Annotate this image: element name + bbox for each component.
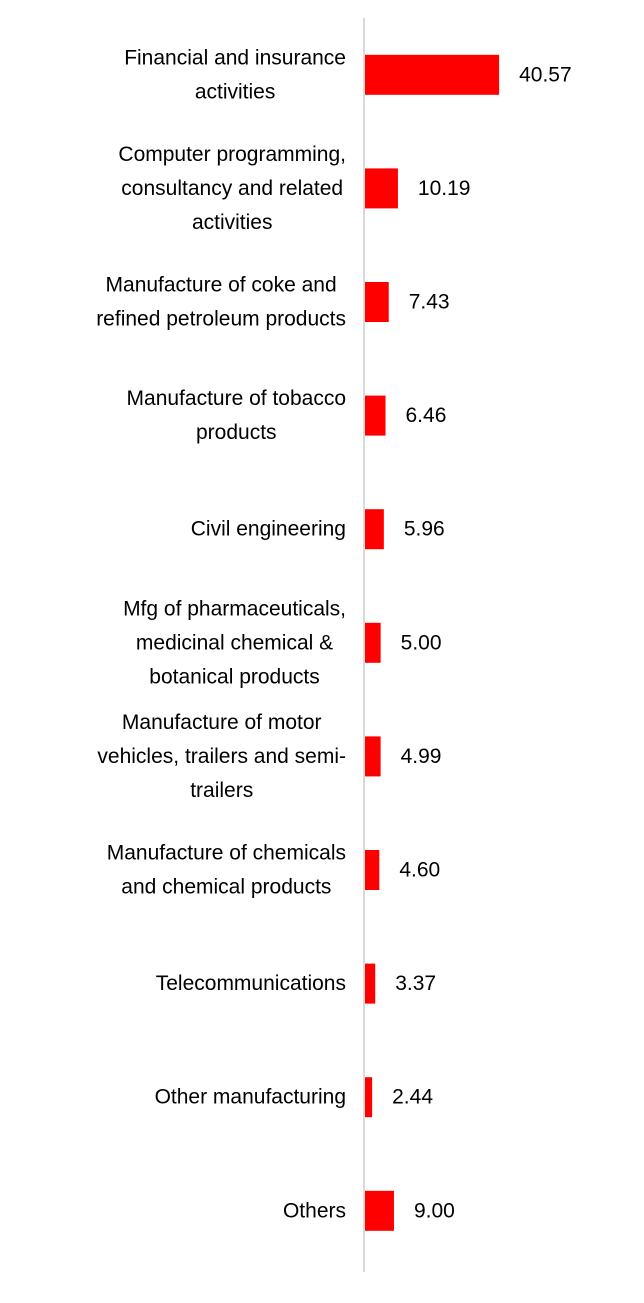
value-label-4: 5.96	[404, 518, 445, 541]
category-label-6: Manufacture of motor vehicles, trailers a…	[97, 711, 346, 802]
value-label-9: 2.44	[392, 1086, 433, 1109]
category-label-line: products	[196, 421, 277, 444]
category-label-line: vehicles, trailers and semi-	[97, 745, 346, 768]
bar-10	[364, 1190, 394, 1231]
category-label-line: Manufacture of tobacco	[127, 387, 346, 410]
category-label-0: Financial and insurance activities	[124, 46, 346, 103]
category-label-line: and chemical products	[121, 876, 331, 899]
category-label-8: Telecommunications	[156, 972, 346, 995]
bar-4	[364, 509, 384, 550]
category-label-line: medicinal chemical &	[136, 631, 333, 654]
category-label-line: botanical products	[149, 665, 319, 688]
category-label-line: consultancy and related	[121, 177, 343, 200]
category-label-line: trailers	[190, 779, 253, 802]
bar-7	[364, 850, 380, 890]
category-label-line: Telecommunications	[156, 972, 346, 995]
category-label-line: Financial and insurance	[124, 46, 346, 69]
bar-6	[364, 736, 381, 777]
value-label-10: 9.00	[414, 1199, 455, 1222]
category-label-line: Mfg of pharmaceuticals,	[123, 597, 346, 620]
category-label-10: Others	[283, 1199, 346, 1222]
category-label-2: Manufacture of coke and refined petroleum…	[96, 274, 346, 331]
value-label-8: 3.37	[395, 972, 436, 995]
value-label-6: 4.99	[401, 745, 442, 768]
value-labels-group: 40.57 10.19 7.43 6.46 5.96 5.00 4.99 4.60 3.37 2.…	[392, 63, 572, 1222]
bar-0	[364, 54, 500, 95]
category-label-4: Civil engineering	[191, 518, 346, 541]
value-label-7: 4.60	[399, 859, 440, 882]
category-label-line: Manufacture of chemicals	[107, 842, 346, 865]
value-label-2: 7.43	[409, 291, 450, 314]
bar-2	[364, 282, 389, 322]
category-label-line: Computer programming,	[118, 143, 346, 166]
bar-1	[364, 168, 398, 209]
bar-5	[364, 622, 381, 663]
category-label-line: Civil engineering	[191, 518, 346, 541]
value-label-5: 5.00	[401, 631, 442, 654]
bar-9	[364, 1077, 373, 1118]
category-labels-group: Financial and insurance activitiesCompute…	[96, 46, 346, 1222]
value-label-0: 40.57	[519, 63, 572, 86]
bar-3	[364, 395, 386, 436]
category-label-line: Manufacture of coke and	[106, 274, 337, 297]
category-label-7: Manufacture of chemicals and chemical pro…	[107, 842, 346, 899]
bar-8	[364, 963, 376, 1004]
category-label-line: Other manufacturing	[155, 1086, 346, 1109]
category-label-line: activities	[192, 211, 273, 234]
category-label-line: Manufacture of motor	[122, 711, 322, 734]
category-label-9: Other manufacturing	[155, 1086, 346, 1109]
category-label-line: activities	[195, 80, 276, 103]
category-label-line: Others	[283, 1199, 346, 1222]
bars-group	[364, 54, 500, 1231]
category-label-line: refined petroleum products	[96, 308, 346, 331]
category-label-3: Manufacture of tobacco products	[127, 387, 346, 444]
value-label-3: 6.46	[406, 404, 447, 427]
category-label-5: Mfg of pharmaceuticals, medicinal chemica…	[123, 597, 346, 688]
value-label-1: 10.19	[418, 177, 471, 200]
category-label-1: Computer programming, consultancy and rel…	[118, 143, 346, 234]
